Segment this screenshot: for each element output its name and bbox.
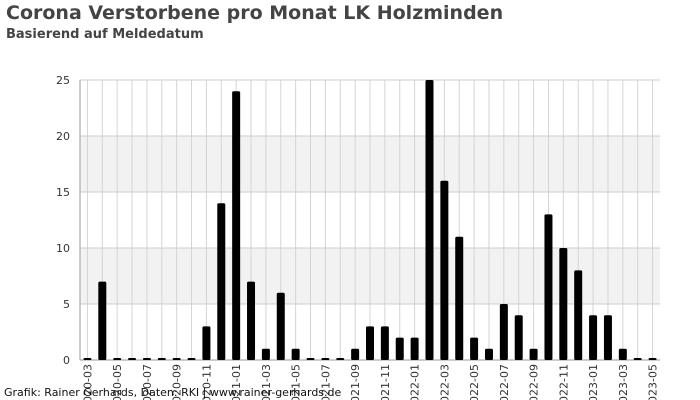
bars [83, 80, 657, 360]
bar [113, 358, 122, 360]
bar [544, 214, 553, 360]
x-tick-label: 2022-01 [409, 364, 422, 400]
bar [455, 236, 464, 360]
bar [499, 304, 508, 360]
vertical-gridlines [86, 80, 654, 360]
y-axis-tick-labels: 0 5 10 15 20 25 [56, 74, 70, 367]
bar [559, 248, 568, 360]
y-tick-label: 15 [56, 186, 70, 199]
bar [351, 348, 360, 360]
bar [98, 281, 107, 360]
x-tick-label: 2020-09 [171, 364, 184, 400]
x-tick-label: 2020-11 [200, 364, 213, 400]
x-tick-label: 2020-03 [81, 364, 94, 400]
x-tick-label: 2023-03 [617, 364, 630, 400]
x-tick-label: 2021-01 [230, 364, 243, 400]
bar [172, 358, 181, 360]
bar [232, 91, 241, 360]
bar [380, 326, 389, 360]
bar [603, 315, 612, 360]
bar [395, 337, 404, 360]
bar [142, 358, 151, 360]
x-tick-label: 2021-09 [349, 364, 362, 400]
bar [484, 348, 493, 360]
bar [648, 358, 657, 360]
bar [247, 281, 256, 360]
x-tick-label: 2023-05 [647, 364, 660, 400]
bar [514, 315, 523, 360]
bar [366, 326, 374, 360]
x-axis-tick-labels: 2020-03 2020-05 2020-07 2020-09 2020-11 2021-… [81, 364, 659, 400]
bar [618, 348, 627, 360]
x-tick-label: 2021-05 [290, 364, 303, 400]
y-tick-label: 25 [56, 74, 70, 87]
bar [261, 348, 270, 360]
y-tick-label: 0 [63, 354, 70, 367]
bar [157, 358, 166, 360]
bar [425, 80, 434, 360]
bar [128, 358, 137, 360]
bar [633, 358, 642, 360]
x-tick-label: 2022-09 [528, 364, 541, 400]
chart-subtitle: Basierend auf Meldedatum [6, 27, 204, 42]
x-tick-label: 2022-11 [557, 364, 570, 400]
source-credit: Grafik: Rainer Gerhards, Daten: RKI | ww… [4, 386, 342, 399]
x-tick-label: 2023-01 [587, 364, 600, 400]
bar [470, 337, 479, 360]
y-tick-label: 5 [63, 298, 70, 311]
bar [202, 326, 211, 360]
x-tick-label: 2021-07 [319, 364, 332, 400]
x-tick-label: 2021-03 [260, 364, 273, 400]
bar [410, 337, 419, 360]
y-tick-label: 10 [56, 242, 70, 255]
bar [336, 358, 345, 360]
bar [589, 315, 598, 360]
x-tick-label: 2022-05 [468, 364, 481, 400]
x-tick-label: 2022-07 [498, 364, 511, 400]
x-tick-label: 2020-07 [141, 364, 154, 400]
bar [217, 203, 226, 360]
bar [291, 348, 300, 360]
bar [306, 358, 315, 360]
bar [321, 358, 330, 360]
x-tick-label: 2021-11 [379, 364, 392, 400]
bar [574, 270, 583, 360]
bar [83, 358, 92, 360]
x-tick-label: 2022-03 [438, 364, 451, 400]
x-tick-label: 2020-05 [111, 364, 124, 400]
chart-title: Corona Verstorbene pro Monat LK Holzmind… [6, 2, 504, 24]
bar [276, 292, 285, 360]
bar [187, 358, 196, 360]
y-tick-label: 20 [56, 130, 70, 143]
bar [529, 348, 538, 360]
bar [440, 180, 449, 360]
